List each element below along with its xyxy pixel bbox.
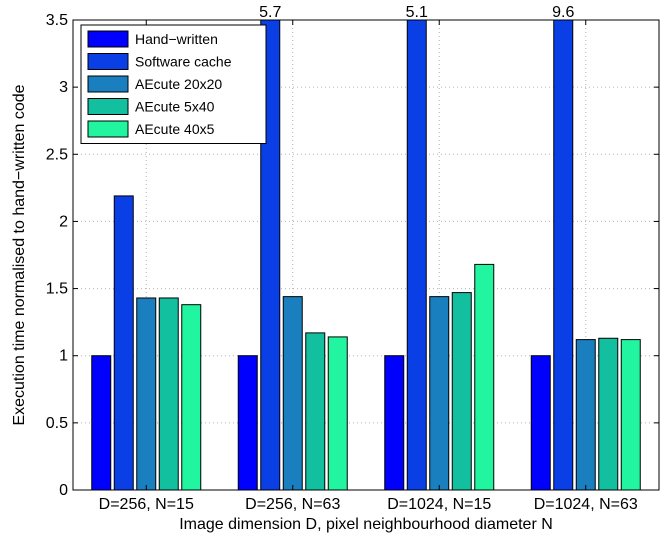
y-tick-label: 0.5 <box>46 415 68 432</box>
bar-0-4 <box>181 304 202 491</box>
bar-1-0 <box>237 355 258 491</box>
legend-entry: AEcute 5x40 <box>135 99 215 115</box>
x-tick-label: D=1024, N=15 <box>387 496 491 513</box>
bar-2-3 <box>451 292 472 491</box>
overflow-label: 5.7 <box>259 4 281 21</box>
legend-swatch <box>87 30 129 48</box>
bar-0-0 <box>91 355 112 491</box>
legend-entry: AEcute 20x20 <box>135 76 222 92</box>
bar-2-0 <box>384 355 405 491</box>
bar-3-3 <box>598 337 619 491</box>
y-tick-label: 0 <box>59 482 68 499</box>
bar-1-3 <box>305 332 326 491</box>
bar-3-0 <box>530 355 551 491</box>
overflow-labels: 5.7 5.1 9.6 <box>259 4 574 21</box>
bar-3-1 <box>553 19 574 491</box>
legend-entry: Software cache <box>135 54 232 70</box>
legend-entry: Hand−written <box>135 31 218 47</box>
bar-0-2 <box>136 297 157 491</box>
y-tick-label: 2.5 <box>46 146 68 163</box>
overflow-label: 5.1 <box>406 4 428 21</box>
x-axis-ticks: D=256, N=15 D=256, N=63 D=1024, N=15 D=1024… <box>99 20 638 513</box>
bar-3-4 <box>620 339 641 491</box>
legend-swatch <box>87 75 129 93</box>
y-tick-label: 2 <box>59 213 68 230</box>
overflow-label: 9.6 <box>552 4 574 21</box>
y-tick-label: 3.5 <box>46 12 68 29</box>
y-tick-label: 1.5 <box>46 281 68 298</box>
legend-swatch <box>87 98 129 115</box>
bar-2-4 <box>474 263 495 491</box>
legend-entry: AEcute 40x5 <box>135 121 215 137</box>
legend-swatch <box>87 120 129 138</box>
y-tick-label: 3 <box>59 79 68 96</box>
y-tick-label: 1 <box>59 348 68 365</box>
x-tick-label: D=1024, N=63 <box>534 496 638 513</box>
legend: Hand−written Software cache AEcute 20x20 AE… <box>80 24 267 144</box>
bar-3-2 <box>575 339 596 491</box>
legend-swatch <box>87 53 129 70</box>
bar-2-1 <box>406 19 427 491</box>
x-axis-label: Image dimension D, pixel neighbourhood d… <box>179 516 553 533</box>
bar-0-3 <box>158 297 179 491</box>
bar-1-2 <box>282 296 303 491</box>
bar-0-1 <box>113 195 134 491</box>
x-tick-label: D=256, N=63 <box>245 496 340 513</box>
bar-2-2 <box>429 296 450 491</box>
y-axis-ticks: 0 0.5 1 1.5 2 2.5 3 3.5 <box>46 12 659 499</box>
bar-1-4 <box>327 336 348 491</box>
plot-frame <box>72 19 660 491</box>
x-tick-label: D=256, N=15 <box>99 496 194 513</box>
y-axis-label: Execution time normalised to hand−writte… <box>11 84 28 425</box>
